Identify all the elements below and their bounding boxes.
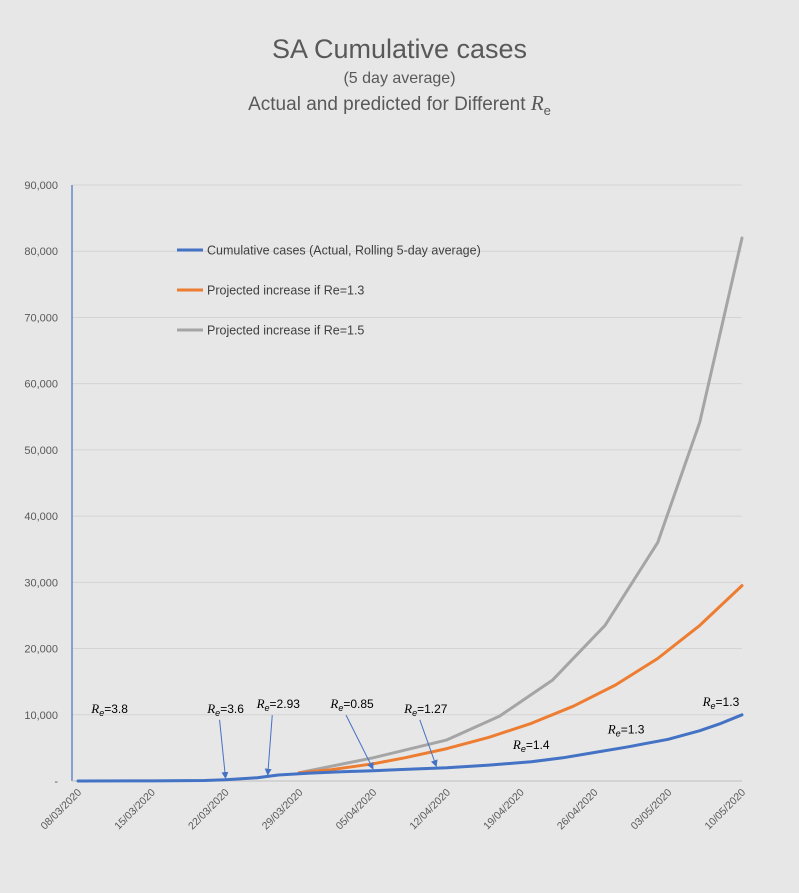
annotation-label-3: Re=2.93 (256, 696, 301, 713)
x-tick-label: 19/04/2020 (481, 787, 527, 833)
y-tick-label: 10,000 (24, 710, 58, 722)
series-line-3 (297, 236, 744, 775)
annotation-label-2: Re=3.6 (206, 701, 244, 718)
annotations: Re=3.8 Re=3.6 Re=2.93 Re=0.85 Re=1.27 Re=1.4 R… (90, 694, 740, 780)
y-tick-label: 30,000 (24, 577, 58, 589)
x-tick-label: 12/04/2020 (407, 787, 453, 833)
y-tick-label: 80,000 (24, 246, 58, 258)
annotation-arrow-4 (345, 714, 374, 770)
series-line-1 (76, 713, 744, 783)
chart-subtitle: (5 day average) (343, 70, 456, 87)
annotation-arrow-2 (219, 719, 229, 780)
annotation-arrow-3 (264, 715, 273, 776)
annotation-label-7: Re=1.3 (607, 721, 645, 738)
x-tick-label: 10/05/2020 (702, 787, 748, 833)
legend-label-3: Projected increase if Re=1.5 (207, 324, 364, 338)
annotation-label-1: Re=3.8 (90, 701, 128, 718)
legend-label-2: Projected increase if Re=1.3 (207, 284, 364, 298)
series-group (76, 236, 744, 783)
chart-subtitle-2-sub: e (543, 102, 551, 118)
y-tick-label: 20,000 (24, 644, 58, 656)
legend: Cumulative cases (Actual, Rolling 5-day … (177, 244, 481, 338)
x-tick-label: 15/03/2020 (112, 787, 158, 833)
chart-subtitle-2-var: R (530, 91, 544, 115)
x-tick-label: 22/03/2020 (186, 787, 232, 833)
y-tick-label: - (54, 776, 58, 788)
chart-title-block: SA Cumulative cases (5 day average) Actu… (0, 32, 799, 124)
y-tick-label: 50,000 (24, 445, 58, 457)
annotation-label-5: Re=1.27 (403, 701, 448, 718)
x-tick-label: 05/04/2020 (334, 787, 380, 833)
grid (72, 184, 742, 716)
annotation-label-4: Re=0.85 (329, 696, 374, 713)
annotation-label-8: Re=1.3 (702, 694, 740, 711)
x-tick-label: 08/03/2020 (38, 787, 84, 833)
chart-subtitle-2: Actual and predicted for Different Re (0, 90, 799, 124)
y-tick-label: 40,000 (24, 511, 58, 523)
y-tick-label: 90,000 (24, 180, 58, 192)
x-tick-label: 26/04/2020 (555, 787, 601, 833)
x-tick-label: 03/05/2020 (629, 787, 675, 833)
chart-title: SA Cumulative cases (271, 34, 528, 64)
annotation-label-6: Re=1.4 (512, 737, 550, 754)
legend-label-1: Cumulative cases (Actual, Rolling 5-day … (207, 244, 481, 258)
y-tick-label: 70,000 (24, 312, 58, 324)
y-tick-label: 60,000 (24, 379, 58, 391)
chart-subtitle-2-text: Actual and predicted for Different (248, 94, 531, 115)
annotation-arrow-5 (419, 719, 438, 768)
series-line-2 (297, 584, 744, 775)
x-tick-label: 29/03/2020 (260, 787, 306, 833)
